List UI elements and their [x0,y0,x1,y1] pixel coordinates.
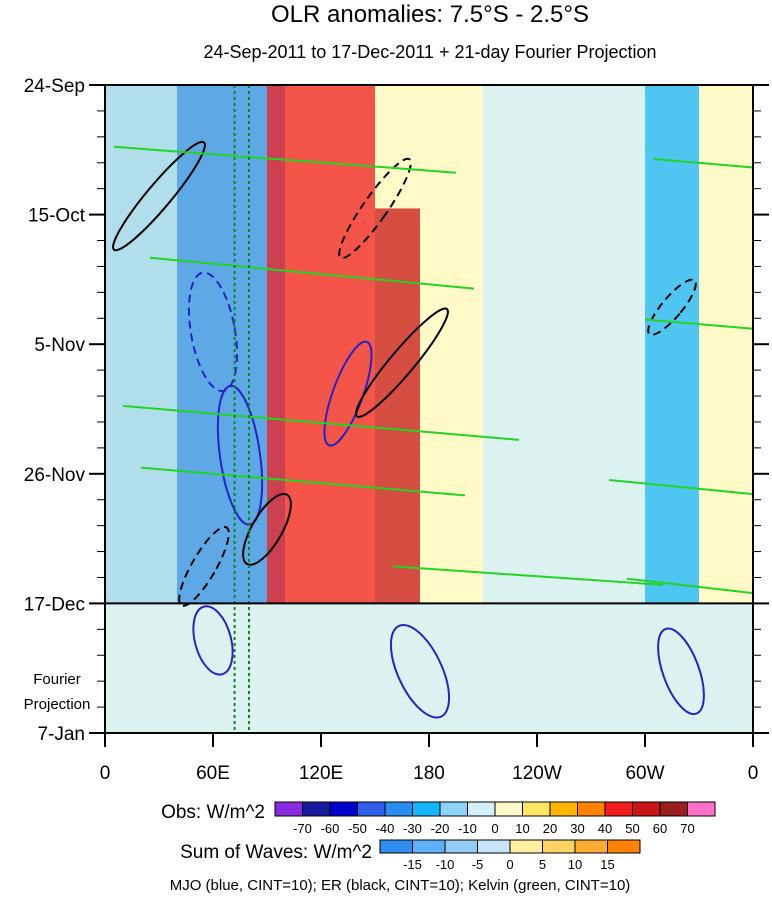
obs-level-12: 50 [625,821,639,836]
obs-swatch-6 [439,801,468,817]
obs-level-4: -30 [403,821,422,836]
obs-swatch-1 [302,801,331,817]
waves-level-1: -10 [436,857,455,872]
waves-colorbar: -15 -10 -5 0 5 10 15 [379,839,641,872]
y-tick-label-4: 17-Dec [24,594,85,615]
obs-level-14: 70 [680,821,694,836]
kelvin-contour-0 [113,145,457,174]
waves-level-4: 5 [539,857,546,872]
projection-label-line2: Projection [24,696,91,713]
x-tick-label-4: 120W [512,763,562,784]
waves-swatch-3 [477,839,511,854]
obs-swatch-7 [467,801,496,817]
obs-level-0: -70 [293,821,312,836]
obs-swatch-13 [632,801,661,817]
x-tick-label-2: 120E [299,763,343,784]
obs-level-5: -20 [431,821,450,836]
background-tint-west [105,85,177,604]
wave-contours [112,140,753,719]
obs-swatch-4 [384,801,413,817]
obs-level-8: 10 [515,821,529,836]
obs-level-9: 20 [543,821,557,836]
y-axis: 24-Sep 15-Oct 5-Nov 26-Nov 17-Dec 7-Jan [24,76,769,745]
obs-level-6: -10 [458,821,477,836]
y-tick-label-2: 5-Nov [34,335,85,356]
obs-level-7: 0 [491,821,498,836]
obs-swatch-9 [522,801,551,817]
mjo-contour-5 [192,605,234,676]
waves-swatch-5 [542,839,576,854]
plot-area [105,85,753,733]
background-tint-east [483,85,645,604]
obs-swatch-2 [329,801,358,817]
x-axis: 0 60E 120E 180 120W 60W 0 [100,733,759,784]
obs-swatch-0 [274,801,303,817]
y-tick-label-0: 24-Sep [24,76,85,97]
waves-swatch-7 [607,839,641,854]
waves-swatch-6 [574,839,608,854]
waves-swatch-1 [412,839,446,854]
obs-swatch-15 [687,801,716,817]
x-tick-label-5: 60W [625,763,664,784]
kelvin-contour-2 [122,404,520,441]
waves-level-0: -15 [403,857,422,872]
reference-lines [105,85,753,733]
obs-level-11: 40 [598,821,612,836]
obs-swatch-3 [357,801,386,817]
anomaly-band-1 [267,85,375,604]
kelvin-contour-6 [644,318,753,330]
er-contour-3 [178,525,230,607]
chart-title: OLR anomalies: 7.5°S - 2.5°S [271,1,589,28]
x-tick-label-3: 180 [413,763,445,784]
projection-background [105,603,753,733]
waves-level-5: 10 [568,857,582,872]
x-tick-label-6: 0 [748,763,759,784]
er-contour-5 [647,278,697,336]
obs-level-2: -50 [348,821,367,836]
er-contour-0 [112,140,206,252]
waves-level-6: 15 [600,857,614,872]
waves-swatch-2 [444,839,478,854]
y-tick-label-3: 26-Nov [24,465,86,486]
kelvin-contour-3 [140,466,466,497]
obs-legend-label: Obs: W/m^2 [161,802,265,823]
obs-colorbar: -70 -60 -50 -40 -30 -20 -10 0 10 20 30 40 50 60 70 [274,801,716,836]
obs-swatch-8 [494,801,523,817]
x-tick-label-0: 0 [100,763,111,784]
footer-note: MJO (blue, CINT=10); ER (black, CINT=10)… [170,877,631,894]
waves-swatch-0 [379,839,413,854]
kelvin-contour-5 [653,158,753,169]
anomaly-band-3 [645,85,699,604]
er-contour-1 [338,157,412,260]
y-tick-label-1: 15-Oct [28,206,86,227]
waves-swatch-4 [509,839,543,854]
y-tick-label-5: 7-Jan [37,724,85,745]
chart-subtitle: 24-Sep-2011 to 17-Dec-2011 + 21-day Four… [203,42,656,62]
er-contour-4 [242,492,292,566]
kelvin-contour-4 [392,565,664,586]
obs-swatch-10 [549,801,578,817]
kelvin-contour-8 [626,577,753,595]
waves-level-3: 0 [506,857,513,872]
obs-level-10: 30 [570,821,584,836]
obs-swatch-11 [577,801,606,817]
obs-swatch-14 [659,801,688,817]
kelvin-contour-7 [608,478,753,496]
projection-label-line1: Fourier [33,671,81,688]
er-contour-2 [355,307,449,418]
x-tick-label-1: 60E [196,763,230,784]
mjo-contour-4 [657,627,705,716]
obs-level-13: 60 [653,821,667,836]
waves-legend-label: Sum of Waves: W/m^2 [180,842,372,863]
kelvin-contour-1 [149,256,475,290]
obs-level-1: -60 [321,821,340,836]
obs-swatch-5 [412,801,441,817]
obs-swatch-12 [604,801,633,817]
obs-level-3: -40 [376,821,395,836]
anomaly-band-2 [375,208,420,604]
mjo-contour-3 [389,624,451,719]
waves-level-2: -5 [472,857,484,872]
